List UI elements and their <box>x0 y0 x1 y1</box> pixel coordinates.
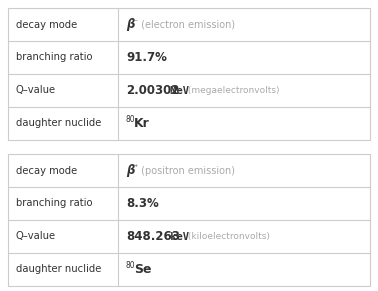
Text: ⁺: ⁺ <box>133 163 137 172</box>
Text: Q–value: Q–value <box>16 86 56 95</box>
Text: decay mode: decay mode <box>16 19 77 29</box>
Text: β: β <box>126 18 134 31</box>
Bar <box>8 154 118 187</box>
Text: MeV: MeV <box>164 86 189 95</box>
Bar <box>8 41 118 74</box>
Text: Q–value: Q–value <box>16 232 56 242</box>
Bar <box>8 74 118 107</box>
Text: branching ratio: branching ratio <box>16 198 93 208</box>
Text: keV: keV <box>164 232 189 242</box>
Text: daughter nuclide: daughter nuclide <box>16 265 101 274</box>
Text: 80: 80 <box>126 262 136 271</box>
Text: 91.7%: 91.7% <box>126 51 167 64</box>
Text: (positron emission): (positron emission) <box>138 166 235 175</box>
Text: Kr: Kr <box>134 117 150 130</box>
Bar <box>8 154 370 286</box>
Bar <box>8 107 118 140</box>
Text: daughter nuclide: daughter nuclide <box>16 118 101 129</box>
Text: branching ratio: branching ratio <box>16 52 93 63</box>
Text: Se: Se <box>134 263 152 276</box>
Text: (megaelectronvolts): (megaelectronvolts) <box>185 86 279 95</box>
Bar <box>8 187 118 220</box>
Bar <box>8 8 118 41</box>
Text: 8.3%: 8.3% <box>126 197 159 210</box>
Bar <box>8 220 118 253</box>
Text: (electron emission): (electron emission) <box>138 19 235 29</box>
Bar <box>8 8 370 140</box>
Text: 80: 80 <box>126 116 136 125</box>
Text: ⁻: ⁻ <box>133 17 137 26</box>
Bar <box>8 253 118 286</box>
Text: 2.00302: 2.00302 <box>126 84 180 97</box>
Text: decay mode: decay mode <box>16 166 77 175</box>
Text: (kiloelectronvolts): (kiloelectronvolts) <box>185 232 270 241</box>
Text: β: β <box>126 164 134 177</box>
Text: 848.263: 848.263 <box>126 230 180 243</box>
